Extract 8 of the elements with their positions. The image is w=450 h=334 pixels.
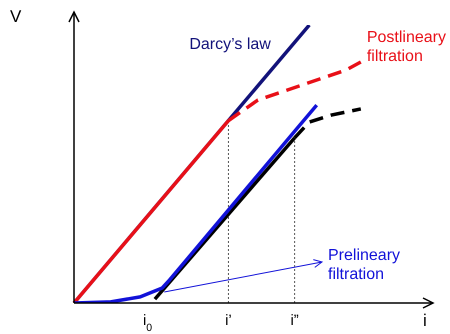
x-tick-label: i$_{0}$ [142,312,152,334]
x-axis-title: i [423,311,427,330]
legend-label: Prelineary filtration [328,247,400,283]
x-tick-label: i’ [225,312,232,329]
series-label: Postlineary filtration [366,28,446,65]
y-axis-title: V [10,7,22,26]
x-tick-label: i” [290,312,299,329]
series-label: Darcy’s law [189,36,272,53]
